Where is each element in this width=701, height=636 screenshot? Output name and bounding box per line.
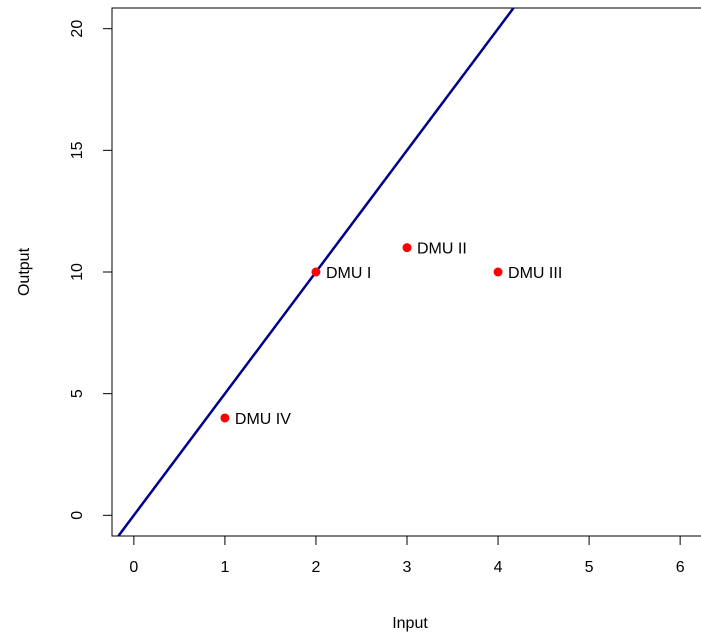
y-tick-label: 0 — [69, 511, 86, 520]
y-tick-label: 10 — [69, 263, 86, 281]
x-tick-label: 0 — [129, 559, 138, 576]
x-tick-label: 3 — [403, 559, 412, 576]
plot-box — [111, 7, 701, 537]
x-axis-title: Input — [392, 615, 428, 632]
x-axis: 0 1 2 3 4 5 6 — [129, 535, 685, 576]
data-point-label: DMU III — [508, 265, 562, 282]
x-tick-label: 1 — [220, 559, 229, 576]
y-tick-label: 5 — [69, 389, 86, 398]
data-point — [311, 267, 321, 277]
data-point — [220, 413, 230, 423]
points-layer: DMU I DMU II DMU III DMU IV — [220, 241, 562, 428]
data-point — [493, 267, 503, 277]
y-tick-label: 20 — [69, 20, 86, 38]
data-point-label: DMU I — [326, 265, 371, 282]
x-tick-label: 2 — [311, 559, 320, 576]
x-tick-label: 4 — [494, 559, 503, 576]
y-axis-title: Output — [16, 247, 33, 296]
data-point-label: DMU II — [417, 241, 467, 258]
y-axis: 0 5 10 15 20 — [69, 20, 113, 520]
x-tick-label: 5 — [585, 559, 594, 576]
x-tick-label: 6 — [676, 559, 685, 576]
y-tick-label: 15 — [69, 141, 86, 159]
data-point-label: DMU IV — [235, 411, 291, 428]
data-point — [402, 243, 412, 253]
